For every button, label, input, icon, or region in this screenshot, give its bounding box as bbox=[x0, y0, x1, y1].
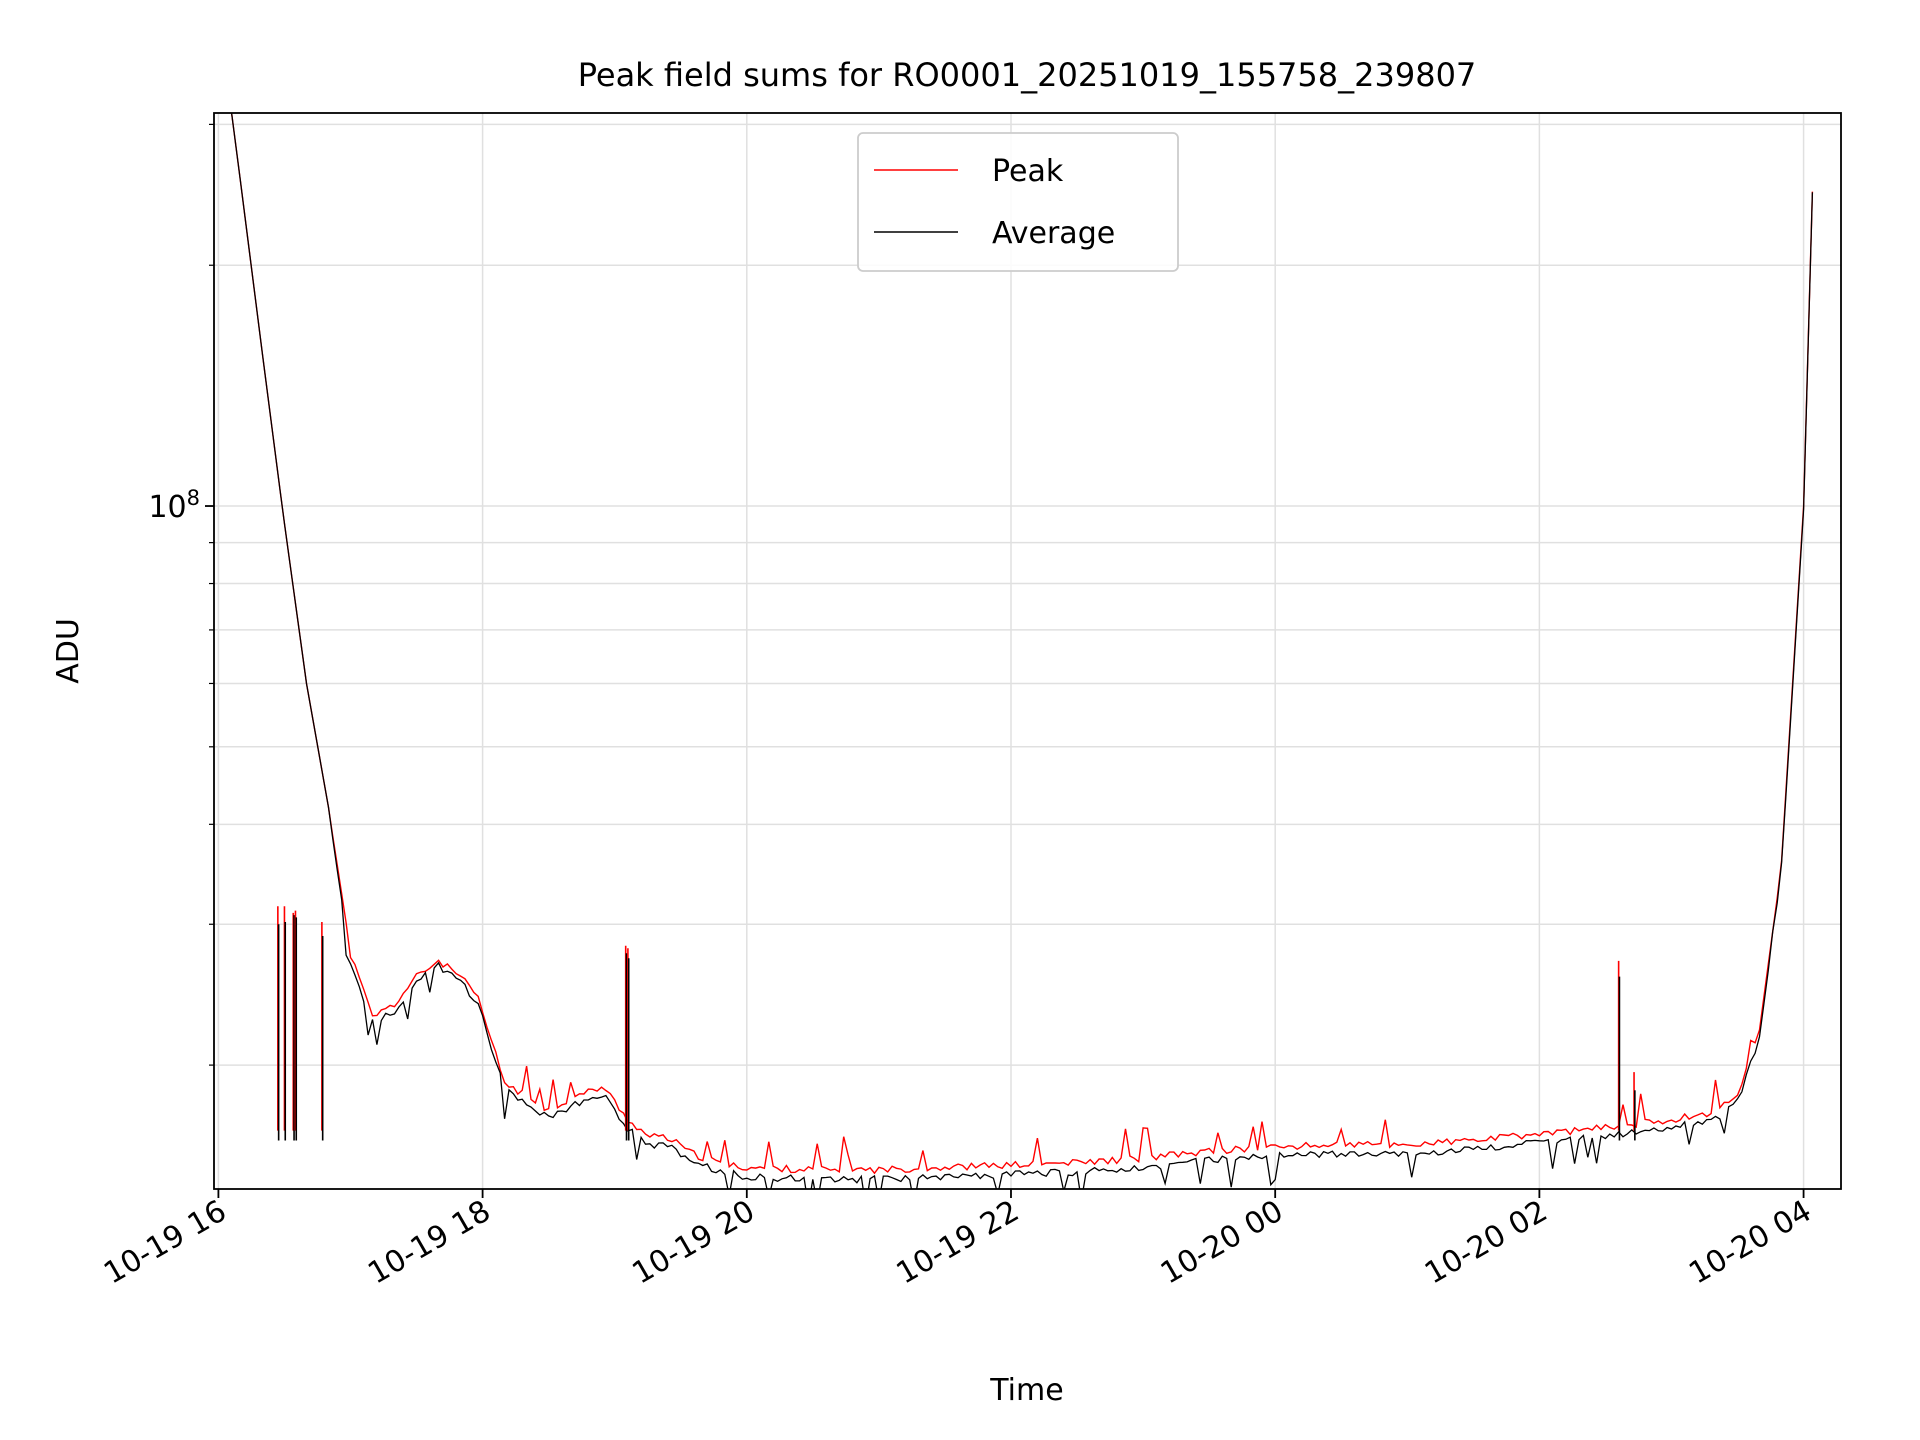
series-layer bbox=[230, 113, 1814, 1189]
series-line-average bbox=[230, 113, 1814, 1189]
legend-label-peak: Peak bbox=[992, 154, 1064, 189]
y-axis-label: ADU bbox=[51, 618, 86, 684]
y-tick-label: 108 bbox=[148, 486, 200, 525]
legend-box bbox=[857, 132, 1179, 272]
chart-title: Peak field sums for RO0001_20251019_1557… bbox=[578, 56, 1477, 94]
legend: Peak Average bbox=[857, 132, 1179, 272]
series-line-peak bbox=[230, 113, 1814, 1175]
x-axis-label: Time bbox=[989, 1373, 1063, 1408]
plot-frame bbox=[213, 112, 1842, 1190]
legend-label-average: Average bbox=[992, 216, 1115, 251]
